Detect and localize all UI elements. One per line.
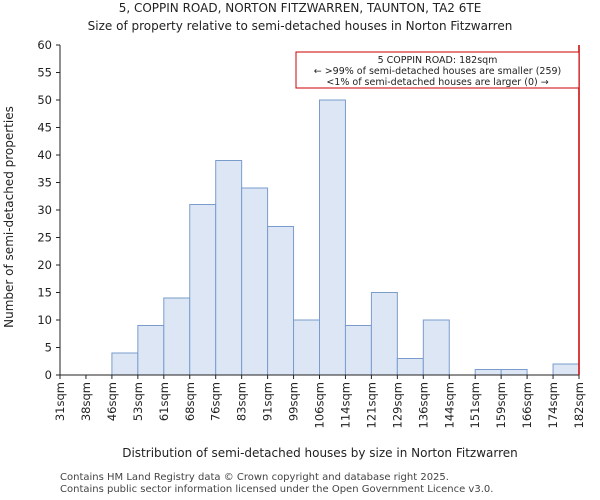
x-tick-label: 31sqm [53, 382, 67, 421]
bar-159sqm [500, 369, 528, 376]
x-tick-label: 174sqm [546, 382, 560, 428]
bar-83sqm [241, 187, 269, 376]
x-tick-label: 144sqm [442, 382, 456, 428]
bar-99sqm [293, 319, 320, 376]
x-tick-label: 99sqm [287, 382, 301, 421]
y-tick-label: 0 [45, 368, 52, 382]
chart-title: 5, COPPIN ROAD, NORTON FITZWARREN, TAUNT… [119, 1, 482, 15]
y-tick-label: 25 [37, 231, 52, 245]
x-tick-label: 182sqm [572, 382, 586, 428]
x-tick-label: 166sqm [520, 382, 534, 428]
y-tick-label: 40 [37, 148, 52, 162]
x-tick-label: 114sqm [338, 382, 352, 428]
y-tick-label: 30 [37, 203, 52, 217]
y-axis-label: Number of semi-detached properties [2, 106, 16, 328]
bar-46sqm [111, 352, 139, 376]
marker-annotation-line: ← >99% of semi-detached houses are small… [314, 66, 562, 77]
bar-136sqm [422, 319, 450, 376]
x-tick-label: 38sqm [79, 382, 93, 421]
x-tick-label: 151sqm [468, 382, 482, 428]
bar-76sqm [215, 160, 243, 376]
y-tick-label: 10 [37, 313, 52, 327]
bars-layer [111, 99, 580, 376]
y-tick-label: 60 [37, 38, 52, 52]
bar-174sqm [552, 363, 580, 376]
y-tick-label: 35 [37, 176, 52, 190]
y-tick-label: 55 [37, 66, 52, 80]
bar-114sqm [344, 325, 372, 376]
bar-61sqm [163, 297, 191, 376]
marker-annotation-box [295, 51, 580, 89]
x-tick-label: 121sqm [364, 382, 378, 428]
footer-line-2: Contains public sector information licen… [60, 484, 494, 495]
ticks-layer: 0 5 10 15 20 25 30 35 40 45 50 55 60 31sqm 38sqm 46sqm 5… [37, 38, 586, 428]
x-tick-label: 91sqm [261, 382, 275, 421]
x-tick-label: 159sqm [494, 382, 508, 428]
chart-subtitle: Size of property relative to semi-detach… [88, 19, 513, 33]
x-tick-label: 68sqm [183, 382, 197, 421]
bar-121sqm [370, 292, 398, 376]
bar-106sqm [319, 99, 346, 376]
marker-annotation-line: <1% of semi-detached houses are larger (… [326, 77, 548, 88]
x-tick-label: 136sqm [416, 382, 430, 428]
bar-129sqm [396, 358, 424, 376]
bar-91sqm [267, 226, 295, 376]
marker-layer: 5 COPPIN ROAD: 182sqm← >99% of semi-deta… [295, 45, 580, 375]
x-tick-label: 53sqm [131, 382, 145, 421]
y-tick-label: 5 [45, 341, 52, 355]
marker-annotation-line: 5 COPPIN ROAD: 182sqm [378, 55, 498, 66]
x-tick-label: 46sqm [105, 382, 119, 421]
y-tick-label: 20 [37, 258, 52, 272]
x-tick-label: 61sqm [157, 382, 171, 421]
y-tick-label: 45 [37, 121, 52, 135]
bar-151sqm [474, 369, 502, 376]
y-tick-label: 50 [37, 93, 52, 107]
x-tick-label: 129sqm [390, 382, 404, 428]
y-tick-label: 15 [37, 286, 52, 300]
x-axis-label: Distribution of semi-detached houses by … [122, 446, 518, 460]
bar-68sqm [189, 204, 217, 376]
bar-53sqm [137, 325, 165, 376]
x-tick-label: 76sqm [209, 382, 223, 421]
x-tick-label: 106sqm [313, 382, 327, 428]
footer-line-1: Contains HM Land Registry data © Crown c… [60, 472, 449, 483]
x-tick-label: 83sqm [235, 382, 249, 421]
